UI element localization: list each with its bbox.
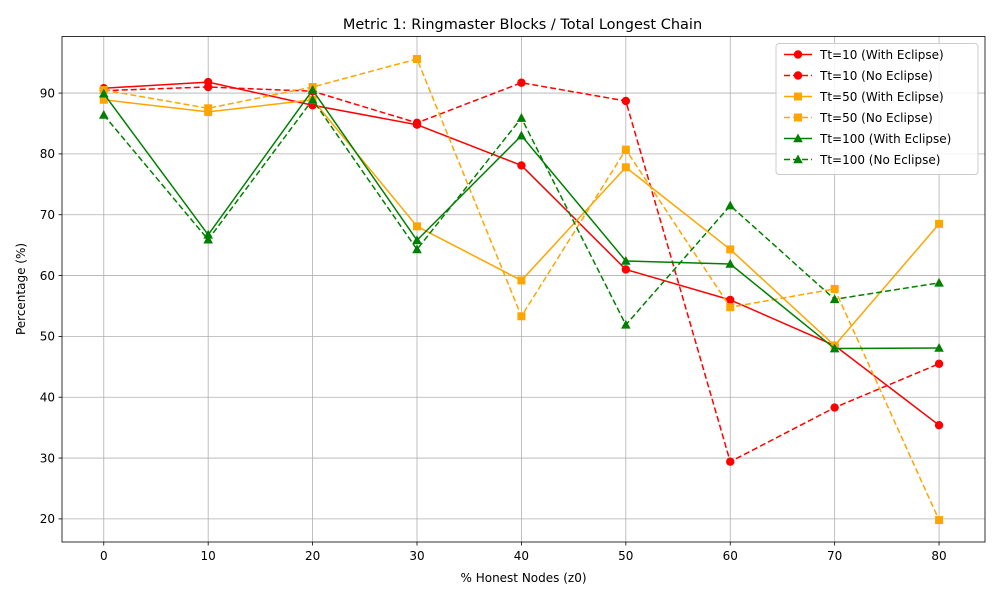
data-point bbox=[412, 235, 422, 245]
x-tick-label: 20 bbox=[305, 549, 320, 563]
legend-swatch-marker bbox=[793, 133, 803, 143]
legend-label: Tt=50 (With Eclipse) bbox=[819, 90, 944, 104]
data-point bbox=[830, 284, 839, 293]
legend-label: Tt=100 (No Eclipse) bbox=[819, 153, 940, 167]
data-point bbox=[517, 276, 526, 285]
chart-title: Metric 1: Ringmaster Blocks / Total Long… bbox=[343, 17, 702, 33]
data-point bbox=[413, 222, 421, 231]
data-point bbox=[517, 312, 526, 321]
x-tick-label: 10 bbox=[201, 549, 216, 563]
series-2 bbox=[99, 78, 944, 466]
x-tick-label: 0 bbox=[100, 549, 108, 563]
data-point bbox=[935, 516, 944, 525]
y-tick-label: 30 bbox=[40, 451, 55, 465]
data-point bbox=[203, 234, 213, 244]
data-point bbox=[726, 245, 735, 254]
data-point bbox=[307, 85, 318, 94]
data-point bbox=[413, 55, 421, 64]
series-lines bbox=[98, 55, 944, 525]
series-5 bbox=[98, 85, 944, 353]
data-point bbox=[934, 277, 944, 287]
y-tick-label: 80 bbox=[40, 147, 55, 161]
legend-label: Tt=10 (No Eclipse) bbox=[819, 69, 933, 83]
plot-area-frame bbox=[61, 36, 986, 543]
data-point bbox=[934, 359, 944, 368]
legend-swatch-marker bbox=[793, 154, 803, 164]
data-point bbox=[621, 255, 631, 265]
y-tick-label: 50 bbox=[40, 330, 55, 344]
data-point bbox=[621, 96, 631, 106]
data-point bbox=[725, 200, 736, 210]
legend-label: Tt=100 (With Eclipse) bbox=[819, 132, 951, 146]
x-tick-label: 80 bbox=[931, 549, 946, 563]
data-point bbox=[829, 343, 840, 353]
series-6 bbox=[98, 94, 944, 329]
x-axis-label: % Honest Nodes (z0) bbox=[460, 571, 586, 585]
x-tick-label: 30 bbox=[409, 549, 424, 563]
x-tick-label: 40 bbox=[514, 549, 529, 563]
y-tick-label: 90 bbox=[40, 86, 55, 100]
data-point bbox=[98, 88, 109, 98]
y-tick-label: 40 bbox=[40, 391, 55, 405]
x-tick-label: 70 bbox=[827, 549, 842, 563]
legend: Tt=10 (With Eclipse) Tt=10 (No Eclipse) Tt… bbox=[775, 43, 979, 175]
series-line bbox=[103, 81, 940, 463]
data-point bbox=[934, 421, 944, 430]
data-point bbox=[935, 219, 944, 228]
y-tick-label: 60 bbox=[40, 269, 55, 283]
data-point bbox=[621, 265, 631, 274]
legend-box bbox=[775, 43, 979, 175]
data-point bbox=[829, 294, 840, 304]
data-point bbox=[830, 403, 839, 412]
data-point bbox=[99, 95, 108, 104]
data-point bbox=[726, 457, 735, 466]
legend-swatch-marker bbox=[794, 113, 802, 122]
legend-swatch-marker bbox=[793, 50, 803, 59]
data-point bbox=[517, 78, 526, 87]
data-point bbox=[726, 295, 735, 305]
data-point bbox=[934, 342, 944, 352]
legend-label: Tt=50 (No Eclipse) bbox=[819, 111, 933, 125]
y-axis-label: Percentage (%) bbox=[14, 243, 28, 335]
data-point bbox=[98, 109, 109, 119]
legend-label: Tt=10 (With Eclipse) bbox=[819, 48, 944, 62]
axis-ticks: 0 10 20 30 40 50 60 70 80 20 30 40 50 60 70 80 90 bbox=[40, 86, 947, 563]
legend-swatch-marker bbox=[794, 92, 802, 101]
data-point bbox=[725, 259, 736, 268]
y-tick-label: 70 bbox=[40, 208, 55, 222]
data-point bbox=[726, 303, 735, 312]
data-point bbox=[621, 145, 630, 154]
data-point bbox=[621, 163, 630, 172]
data-point bbox=[412, 118, 422, 128]
y-tick-label: 20 bbox=[40, 512, 55, 526]
data-point bbox=[204, 104, 213, 113]
legend-swatch-marker bbox=[793, 71, 803, 80]
data-point bbox=[307, 94, 318, 104]
data-point bbox=[516, 113, 527, 122]
data-point bbox=[517, 161, 526, 170]
data-point bbox=[516, 130, 527, 140]
data-point bbox=[203, 82, 213, 92]
data-point bbox=[412, 244, 422, 254]
x-tick-label: 60 bbox=[723, 549, 738, 563]
x-tick-label: 50 bbox=[618, 549, 633, 563]
data-point bbox=[621, 319, 631, 329]
